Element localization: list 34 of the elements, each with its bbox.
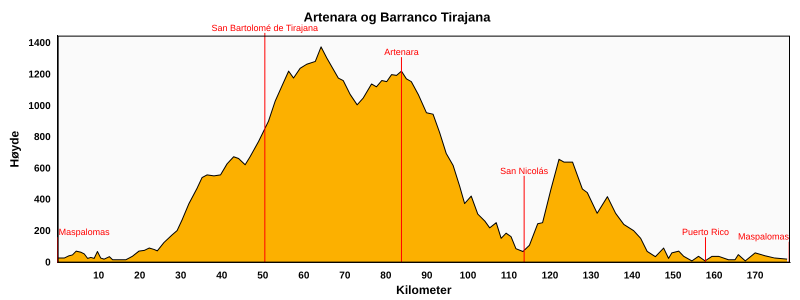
x-tick-label: 120 [542,270,559,282]
x-tick-label: 70 [339,270,351,282]
ref-line-label: San Bartolomé de Tirajana [211,22,318,33]
y-tick-label: 400 [34,194,52,206]
ref-line-label: Maspalomas [58,227,110,238]
ref-line-label: Artenara [384,47,419,58]
y-axis-title: Høyde [8,130,22,168]
ref-line-label: Puerto Rico [682,227,729,238]
y-tick-label: 600 [34,163,52,174]
x-tick-label: 90 [421,270,433,282]
x-tick-label: 130 [582,270,600,282]
y-tick-label: 1200 [28,69,52,80]
x-tick-label: 140 [624,270,641,282]
x-tick-label: 170 [746,270,764,282]
x-tick-label: 60 [298,270,310,282]
x-axis-title: Kilometer [396,283,452,298]
y-tick-label: 0 [45,257,52,268]
x-tick-label: 20 [134,270,146,282]
ref-line-label: San Nicolás [500,166,549,176]
y-tick-label: 200 [34,226,52,238]
ref-line-label: Maspalomas [738,232,790,242]
y-tick-label: 1000 [28,100,52,112]
y-tick-label: 800 [34,132,52,144]
x-tick-label: 80 [380,270,392,282]
y-tick-label: 1400 [28,38,52,50]
chart-title: Artenara og Barranco Tirajana [304,9,492,24]
x-tick-label: 100 [460,270,477,282]
x-tick-label: 150 [664,270,682,282]
x-tick-label: 110 [500,270,518,282]
x-tick-label: 10 [93,270,105,282]
x-tick-label: 30 [175,270,187,282]
x-tick-label: 40 [216,270,228,282]
x-tick-label: 50 [257,270,269,282]
x-tick-label: 160 [706,270,723,282]
